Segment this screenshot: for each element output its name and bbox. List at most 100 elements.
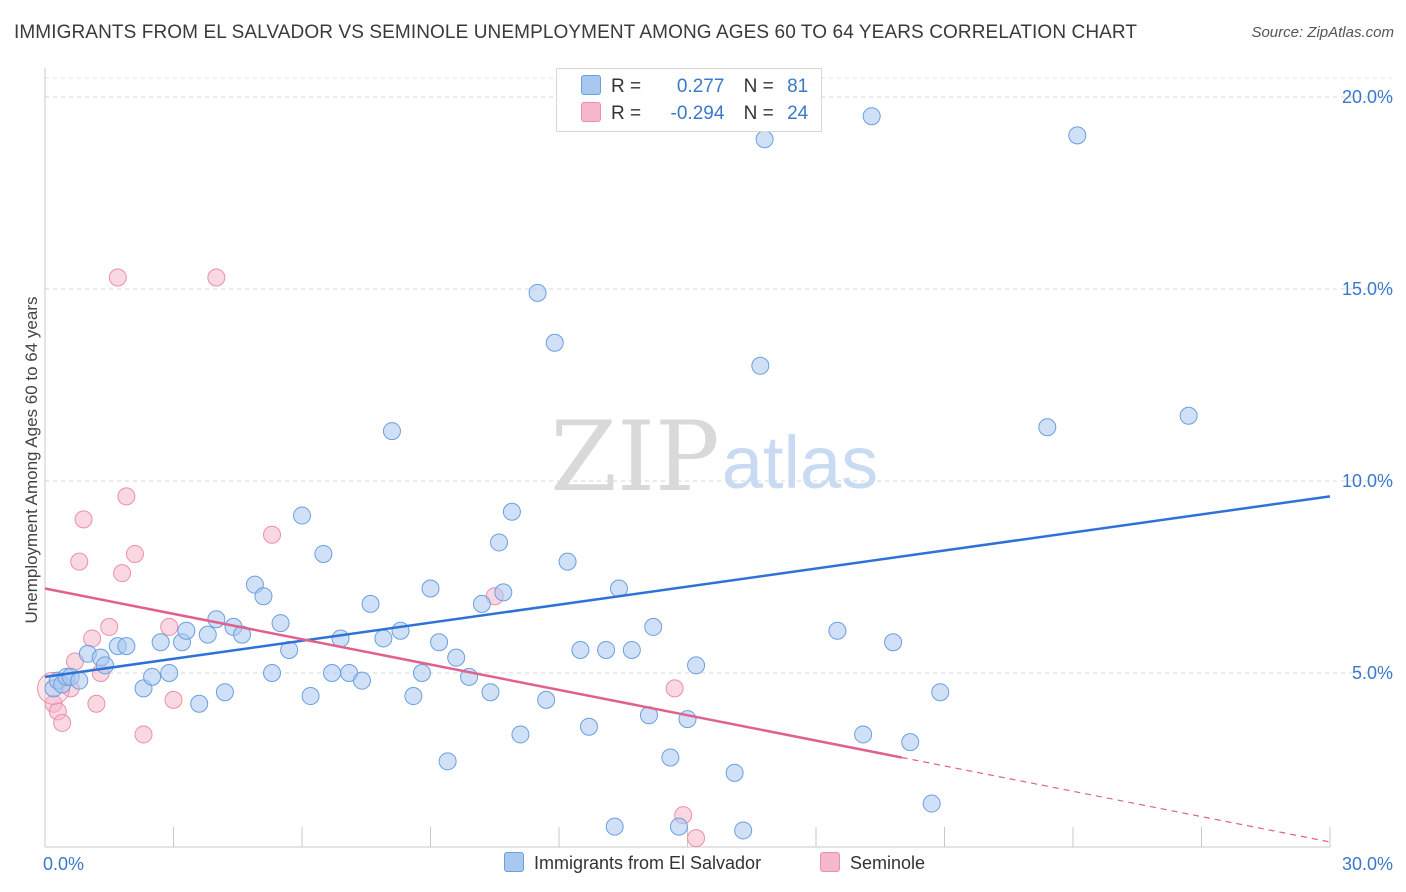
el-salvador-point: [1068, 126, 1087, 145]
el-salvador-point: [828, 621, 847, 640]
el-salvador-point: [412, 664, 431, 682]
y-tick-label: 10.0%: [1342, 471, 1393, 491]
seminole-point: [134, 725, 153, 744]
seminole-point: [125, 544, 144, 563]
el-salvador-point: [447, 648, 466, 667]
el-salvador-point: [1179, 406, 1198, 425]
legend-swatch-pink: [581, 102, 601, 122]
el-salvador-point: [725, 763, 744, 782]
legend-r-label: R =: [611, 103, 642, 124]
legend-n-value: 24: [787, 103, 809, 124]
bottom-legend-el-salvador: Immigrants from El Salvador: [504, 852, 761, 874]
el-salvador-point: [751, 356, 770, 375]
seminole-point: [83, 629, 102, 648]
seminole-point: [207, 268, 226, 287]
el-salvador-point: [687, 656, 706, 675]
seminole-point: [53, 713, 72, 732]
el-salvador-point: [382, 422, 401, 441]
seminole-point: [117, 487, 136, 506]
el-salvador-point: [502, 502, 521, 521]
el-salvador-point: [494, 583, 513, 602]
el-salvador-point: [430, 633, 449, 652]
seminole-point: [263, 525, 282, 544]
y-tick-label: 15.0%: [1342, 279, 1393, 299]
source-label: Source: ZipAtlas.com: [1251, 24, 1394, 41]
bottom-legend-seminole: Seminole: [820, 852, 925, 874]
el-salvador-point: [605, 817, 624, 836]
watermark: ZIP atlas: [550, 401, 878, 513]
el-salvador-points: [44, 107, 1198, 840]
el-salvador-point: [862, 107, 881, 126]
seminole-point: [665, 679, 684, 698]
el-salvador-point: [314, 544, 333, 563]
el-salvador-point: [301, 687, 320, 706]
el-salvador-point: [263, 664, 282, 682]
x-tick-label: 30.0%: [1342, 854, 1393, 874]
legend-r-value: 0.277: [676, 76, 725, 97]
el-salvador-point: [151, 633, 170, 652]
el-salvador-point: [271, 614, 290, 633]
seminole-points: [37, 268, 706, 848]
legend-swatch-blue: [581, 75, 601, 95]
bottom-legend-label: Immigrants from El Salvador: [534, 853, 762, 873]
el-salvador-point: [117, 637, 136, 656]
el-salvador-point: [854, 725, 873, 744]
el-salvador-point: [95, 656, 114, 675]
el-salvador-point: [421, 579, 440, 598]
legend-r-label: R =: [611, 76, 642, 97]
el-salvador-point: [622, 640, 641, 659]
el-salvador-point: [644, 617, 663, 636]
el-salvador-point: [404, 687, 423, 706]
el-salvador-point: [352, 671, 371, 690]
el-salvador-point: [233, 625, 252, 644]
seminole-point: [70, 552, 89, 571]
el-salvador-point: [472, 594, 491, 613]
el-salvador-point: [901, 733, 920, 752]
seminole-point: [87, 694, 106, 713]
el-salvador-point: [545, 333, 564, 352]
bottom-legend-swatch-pink: [820, 852, 840, 872]
watermark-atlas: atlas: [722, 421, 878, 504]
trendlines: [44, 495, 1331, 843]
el-salvador-point: [198, 625, 217, 644]
stats-legend: R = 0.277 N = 81 R = -0.294 N = 24: [556, 68, 822, 132]
el-salvador-point: [177, 621, 196, 640]
seminole-trendline: [44, 587, 902, 759]
el-salvador-point: [143, 667, 162, 686]
y-tick-label: 5.0%: [1352, 663, 1393, 683]
seminole-point: [687, 829, 706, 848]
el-salvador-point: [931, 683, 950, 702]
watermark-zip: ZIP: [550, 401, 719, 513]
y-axis-label: Unemployment Among Ages 60 to 64 years: [22, 296, 41, 624]
seminole-trendline-extension: [901, 756, 1331, 843]
el-salvador-point: [537, 690, 556, 709]
el-salvador-point: [511, 725, 530, 744]
el-salvador-point: [322, 664, 341, 682]
el-salvador-point: [734, 821, 753, 840]
seminole-point: [160, 617, 179, 636]
el-salvador-point: [922, 794, 941, 813]
legend-n-label: N =: [743, 76, 774, 97]
el-salvador-point: [293, 506, 311, 525]
seminole-point: [108, 268, 127, 287]
el-salvador-point: [755, 130, 774, 149]
el-salvador-point: [254, 587, 273, 606]
el-salvador-point: [215, 683, 234, 702]
seminole-point: [100, 617, 119, 636]
legend-r-value: -0.294: [670, 103, 725, 124]
el-salvador-point: [438, 752, 457, 771]
legend-n-value: 81: [787, 76, 809, 97]
el-salvador-point: [1038, 418, 1057, 437]
el-salvador-point: [70, 671, 89, 690]
el-salvador-point: [571, 640, 590, 659]
seminole-point: [74, 510, 93, 529]
seminole-point: [113, 564, 132, 583]
legend-n-label: N =: [743, 103, 774, 124]
el-salvador-point: [579, 717, 598, 736]
y-tick-label: 20.0%: [1342, 87, 1393, 107]
bottom-legend-swatch-blue: [504, 852, 524, 872]
el-salvador-point: [558, 552, 577, 571]
el-salvador-point: [597, 640, 616, 659]
el-salvador-point: [669, 817, 688, 836]
